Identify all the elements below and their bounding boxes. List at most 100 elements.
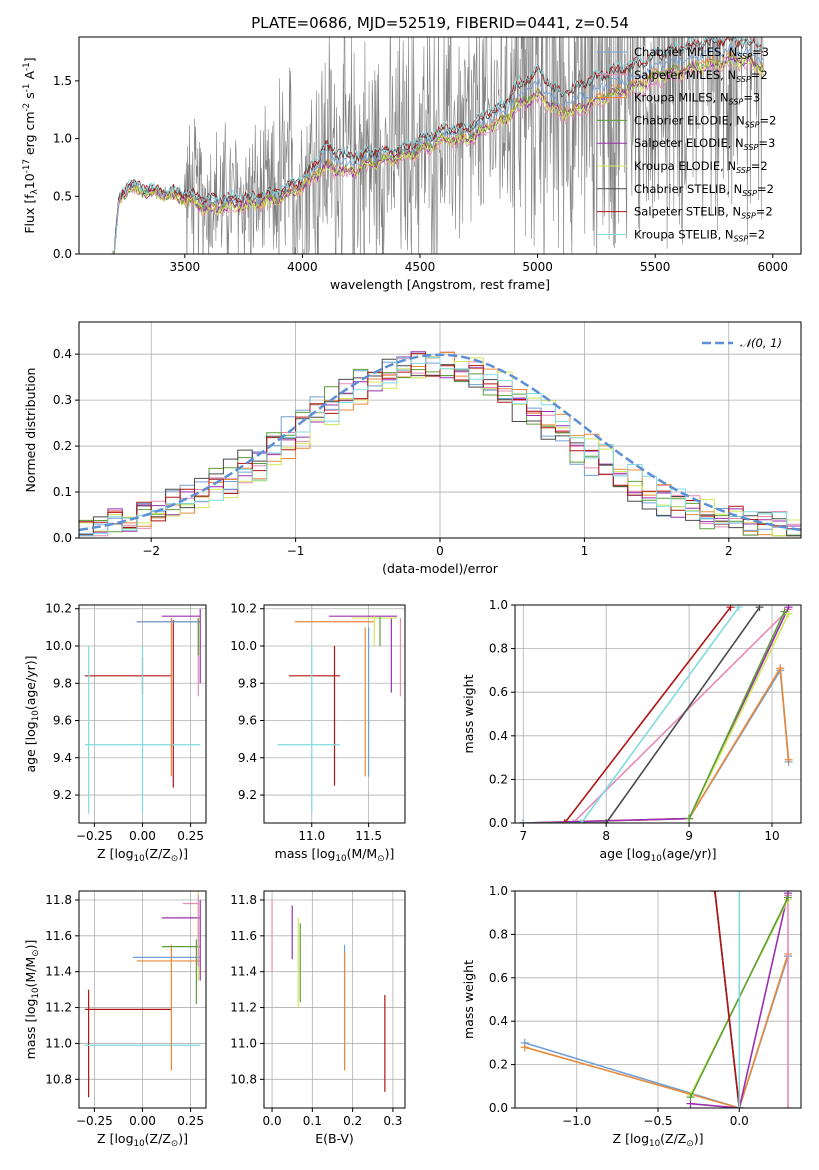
mass-weight-line — [688, 611, 786, 819]
y-tick-label: 9.6 — [53, 714, 72, 728]
y-tick-label: 9.6 — [238, 714, 257, 728]
y-tick-label: 10.0 — [230, 639, 257, 653]
x-tick-label: 11.5 — [355, 829, 382, 843]
x-tick-label: 1 — [581, 544, 589, 558]
observed-spectrum-line — [111, 37, 764, 254]
y-tick-label: 0.5 — [53, 189, 72, 203]
mass-weight-line — [523, 606, 740, 823]
y-axis-label: mass [log10(M/M⊙)] — [23, 940, 41, 1060]
age_vs_mass-errorbars — [277, 615, 402, 814]
y-tick-label: 1.0 — [489, 598, 508, 612]
mass-weight-marker — [726, 605, 735, 612]
y-tick-label: 10.8 — [230, 1072, 257, 1086]
y-tick-label: 11.8 — [45, 893, 72, 907]
mass-weight-marker — [784, 755, 793, 764]
y-tick-label: 9.4 — [53, 751, 72, 765]
y-tick-label: 0.2 — [53, 439, 72, 453]
x-axis-label: Z [log10(Z/Z⊙)] — [613, 1131, 704, 1149]
y-tick-label: 0.6 — [489, 685, 508, 699]
y-tick-label: 0.0 — [53, 247, 72, 261]
mass-weight-marker — [569, 819, 578, 823]
y-tick-label: 10.0 — [45, 639, 72, 653]
y-tick-label: 11.6 — [230, 929, 257, 943]
x-tick-label: 9 — [685, 829, 693, 843]
x-tick-label: 8 — [602, 829, 610, 843]
mass-weight-marker — [577, 819, 586, 823]
x-tick-label: −2 — [142, 544, 160, 558]
mass-weight-marker — [685, 814, 694, 823]
x-axis-label: wavelength [Angstrom, rest frame] — [330, 277, 550, 292]
mass-weight-marker — [560, 819, 569, 823]
x-tick-label: −0.25 — [76, 829, 113, 843]
legend-label: Salpeter ELODIE, NSSP=3 — [634, 136, 775, 152]
figure-title: PLATE=0686, MJD=52519, FIBERID=0441, z=0… — [251, 14, 629, 32]
y-tick-label: 9.4 — [238, 751, 257, 765]
y-tick-label: 11.2 — [45, 1001, 72, 1015]
y-axis-label: mass weight — [461, 960, 476, 1039]
legend-label: Kroupa STELIB, NSSP=2 — [634, 227, 765, 243]
y-tick-label: 0.2 — [489, 772, 508, 786]
x-tick-label: 0.2 — [343, 1114, 362, 1128]
mass-weight-marker — [735, 891, 744, 895]
x-tick-label: 0.1 — [303, 1114, 322, 1128]
mass-weight-marker — [686, 1093, 695, 1102]
residual-histogram-line — [79, 356, 801, 537]
weight_vs_age-lines — [519, 605, 793, 823]
y-axis-label: Normed distribution — [23, 368, 38, 493]
y-tick-label: 9.2 — [238, 788, 257, 802]
x-tick-label: 4500 — [405, 260, 436, 274]
spectrum-legend: Chabrier MILES, NSSP=3 Salpeter MILES, NS… — [597, 45, 776, 243]
y-tick-label: 0.3 — [53, 393, 72, 407]
y-tick-label: 0.4 — [53, 347, 72, 361]
mass-weight-marker — [520, 1043, 529, 1052]
y-axis-label: mass weight — [461, 674, 476, 753]
y-tick-label: 11.4 — [230, 965, 257, 979]
y-tick-label: 11.8 — [230, 893, 257, 907]
y-tick-label: 11.0 — [45, 1036, 72, 1050]
y-tick-label: 0.1 — [53, 485, 72, 499]
y-tick-label: 1.0 — [489, 884, 508, 898]
x-tick-label: 5000 — [522, 260, 553, 274]
age_vs_Z-errorbars — [84, 608, 201, 814]
x-axis-label: mass [log10(M/M⊙)] — [275, 846, 395, 864]
x-tick-label: −0.5 — [643, 1114, 672, 1128]
y-axis-label: Flux [fλ10-17 erg cm-2 s-1 A-1] — [22, 57, 40, 233]
mass-weight-line — [524, 953, 789, 1108]
y-tick-label: 10.2 — [230, 602, 257, 616]
y-tick-label: 0.0 — [489, 816, 508, 830]
mass-weight-marker — [602, 819, 611, 823]
x-tick-label: 3500 — [170, 260, 201, 274]
axes-frame — [263, 890, 406, 1109]
mass-weight-marker — [784, 609, 793, 618]
axes-layer: 3500 4000 4500 5000 5500 6000 0.0 0.5 1.0 1.5 wave… — [22, 36, 802, 1149]
y-tick-label: 1.0 — [53, 132, 72, 146]
legend-label: Chabrier ELODIE, NSSP=2 — [634, 113, 776, 129]
mass-weight-line — [572, 608, 790, 823]
x-tick-label: 0 — [436, 544, 444, 558]
axes-frame — [514, 604, 802, 824]
spectrum-plot — [111, 37, 764, 254]
axes-frame — [78, 36, 802, 255]
y-tick-label: 9.2 — [53, 788, 72, 802]
mass-weight-marker — [735, 1104, 744, 1108]
x-tick-label: 5500 — [640, 260, 671, 274]
x-tick-label: 2 — [725, 544, 733, 558]
y-tick-label: 11.2 — [230, 1001, 257, 1015]
residual-histograms — [79, 351, 801, 537]
mass-weight-marker — [784, 893, 792, 902]
y-tick-label: 0.0 — [53, 531, 72, 545]
mass-weight-line — [523, 606, 790, 823]
axes-frame — [263, 604, 406, 824]
normal-curve-line — [79, 353, 801, 532]
data-layer — [79, 37, 801, 1108]
x-tick-label: 7 — [519, 829, 527, 843]
x-tick-label: −0.25 — [76, 1114, 113, 1128]
legend-label: Kroupa ELODIE, NSSP=2 — [634, 159, 768, 175]
y-tick-label: 0.4 — [489, 729, 508, 743]
y-tick-label: 0.8 — [489, 642, 508, 656]
y-axis-label: age [log10(age/yr)] — [23, 655, 41, 772]
x-tick-label: 0.0 — [263, 1114, 282, 1128]
x-axis-label: Z [log10(Z/Z⊙)] — [97, 1131, 188, 1149]
mass-weight-marker — [784, 1104, 792, 1108]
